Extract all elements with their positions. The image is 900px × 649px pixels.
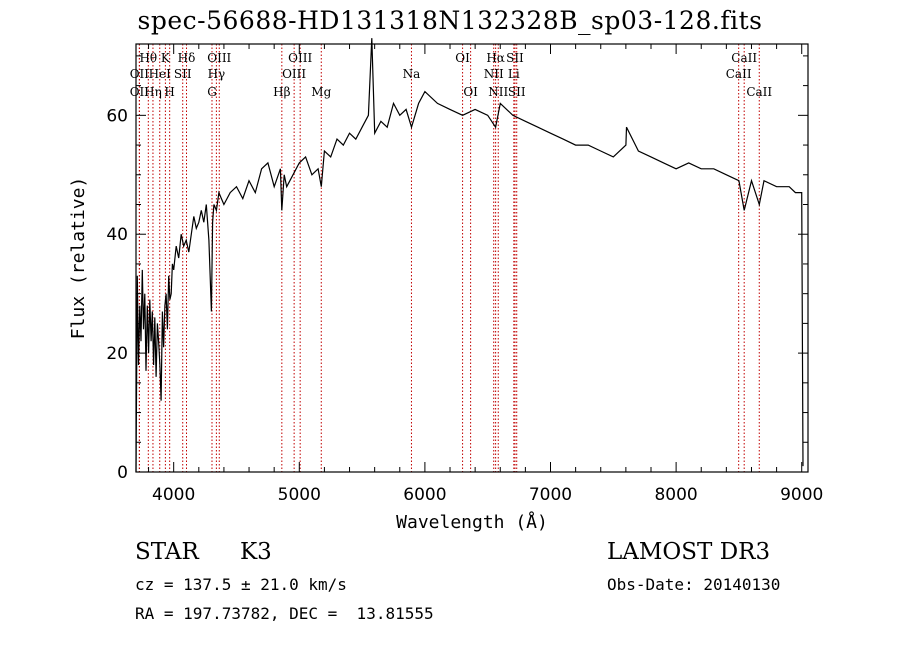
line-label-13: OIII: [282, 67, 306, 81]
line-label-21: NII: [488, 85, 508, 99]
chart-title: spec-56688-HD131318N132328B_sp03-128.fit…: [137, 6, 763, 35]
y-axis-label: Flux (relative): [68, 177, 89, 340]
line-label-6: H: [164, 85, 174, 99]
line-label-17: OI: [455, 51, 470, 65]
line-label-0: OII: [130, 67, 150, 81]
line-label-1: OII: [130, 85, 150, 99]
line-label-24: SII: [508, 85, 526, 99]
line-label-2: Hθ: [139, 51, 157, 65]
x-tick-label-3: 7000: [529, 485, 572, 505]
object-class: STAR: [135, 539, 199, 565]
line-markers: [138, 44, 760, 472]
survey-name: LAMOST DR3: [607, 539, 771, 565]
line-label-20: NII: [484, 67, 504, 81]
x-axis-label: Wavelength (Å): [396, 511, 548, 533]
x-tick-label-2: 6000: [403, 485, 446, 505]
spectrum-line: [135, 38, 804, 473]
line-label-22: SII: [506, 51, 524, 65]
coordinates: RA = 197.73782, DEC = 13.81555: [135, 604, 434, 623]
line-label-14: OIII: [288, 51, 312, 65]
line-label-27: CaII: [746, 85, 772, 99]
line-label-12: Hβ: [273, 85, 290, 99]
line-label-9: OIII: [207, 51, 231, 65]
line-label-11: G: [207, 85, 217, 99]
line-label-16: Na: [403, 67, 421, 81]
x-tick-label-1: 5000: [278, 485, 321, 505]
line-label-26: CaII: [731, 51, 757, 65]
y-tick-label-3: 60: [106, 106, 128, 126]
line-label-5: K: [161, 51, 171, 65]
x-tick-label-4: 8000: [654, 485, 697, 505]
axes: 4000 5000 6000 7000 8000 9000 0 20 40 60: [106, 43, 823, 505]
line-label-15: Mg: [311, 85, 331, 99]
redshift-readout: cz = 137.5 ± 21.0 km/s: [135, 575, 347, 594]
line-label-19: Hα: [486, 51, 505, 65]
line-label-23: Li: [508, 67, 520, 81]
y-tick-label-0: 0: [117, 463, 128, 483]
line-label-8: Hδ: [178, 51, 196, 65]
y-tick-label-2: 40: [106, 225, 128, 245]
obs-date: Obs-Date: 20140130: [607, 575, 781, 594]
line-label-3: Hη: [144, 85, 162, 99]
line-label-7: SII: [174, 67, 192, 81]
object-subclass: K3: [240, 539, 272, 565]
y-tick-label-1: 20: [106, 344, 128, 364]
line-label-25: CaII: [726, 67, 752, 81]
line-label-10: Hγ: [208, 67, 226, 81]
plot-frame: [135, 43, 809, 473]
line-label-18: OI: [463, 85, 478, 99]
line-label-4: HeI: [149, 67, 172, 81]
spectrum-series: [135, 38, 804, 473]
x-tick-label-0: 4000: [152, 485, 195, 505]
x-tick-label-5: 9000: [780, 485, 823, 505]
